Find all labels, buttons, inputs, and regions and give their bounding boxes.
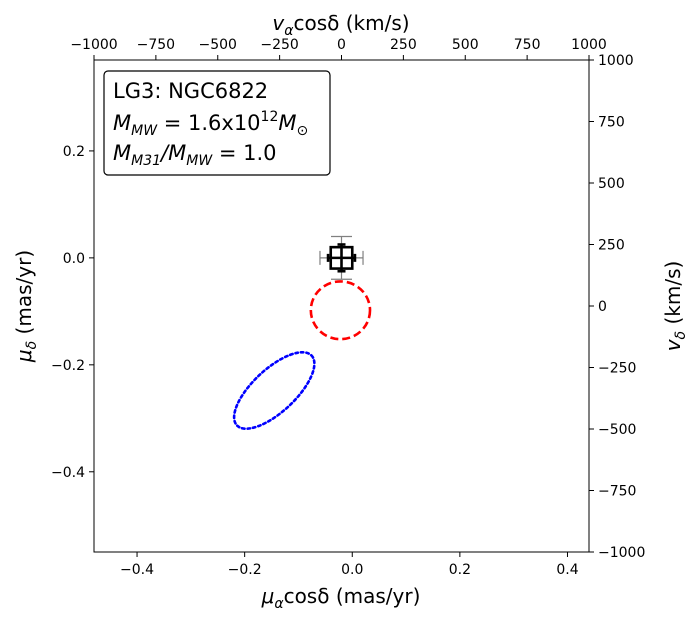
y-right-tick-label: −1000 (598, 545, 645, 561)
y-right-tick-label: −750 (598, 484, 636, 500)
y-left-tick-label: 0.0 (63, 251, 85, 267)
x-top-tick-label: −500 (199, 37, 237, 53)
x-bottom-tick-label: −0.2 (228, 562, 262, 578)
line2-msun: M (278, 111, 296, 135)
line2-mid: = 1.6x10 (157, 111, 261, 135)
x-top-tick-label: 750 (514, 37, 541, 53)
blue-dotted-ellipse (232, 350, 316, 431)
y-left-ticks: −0.4 −0.2 0.0 0.2 (51, 144, 94, 481)
y-right-tick-label: 750 (598, 115, 625, 131)
y-right-tick-label: 500 (598, 176, 625, 192)
x-bottom-tick-label: 0.0 (341, 562, 363, 578)
x-top-tick-label: 0 (337, 37, 346, 53)
x-bottom-ticks: −0.4 −0.2 0.0 0.2 0.4 (120, 552, 579, 578)
line2-m: M (113, 111, 131, 135)
y-right-tick-label: 0 (598, 299, 607, 315)
y-left-tick-label: −0.2 (51, 358, 85, 374)
line3-slash: /M (159, 141, 186, 165)
line2-exp: 12 (261, 109, 279, 125)
x-top-tick-label: 1000 (571, 37, 607, 53)
line2-sun-sub: ⊙ (297, 123, 309, 139)
line3-end: = 1.0 (212, 141, 276, 165)
annotation-line1: LG3: NGC6822 (113, 79, 268, 103)
line2-mw-sub: MW (131, 123, 158, 139)
y-left-label: μδ (mas/yr) (12, 250, 40, 363)
x-top-label: vαcosδ (km/s) (272, 11, 409, 39)
y-right-label: vδ (km/s) (661, 261, 689, 352)
y-right-tick-label: 250 (598, 238, 625, 254)
x-bottom-tick-label: 0.2 (449, 562, 471, 578)
x-top-tick-label: −1000 (70, 37, 117, 53)
x-top-tick-label: −250 (260, 37, 298, 53)
y-right-tick-label: −250 (598, 361, 636, 377)
observed-point (319, 235, 364, 280)
y-right-tick-label: −500 (598, 422, 636, 438)
annotation-line2: MMW = 1.6x1012M⊙ (113, 109, 308, 139)
y-right-ticks: −1000 −750 −500 −250 0 250 500 750 1000 (589, 53, 645, 561)
x-bottom-tick-label: −0.4 (120, 562, 154, 578)
x-bottom-label: μαcosδ (mas/yr) (261, 584, 421, 612)
y-left-tick-label: 0.2 (63, 144, 85, 160)
red-dashed-ellipse (309, 280, 372, 341)
y-left-tick-label: −0.4 (51, 465, 85, 481)
line3-m31-sub: M31 (131, 153, 161, 169)
line3-m: M (113, 141, 131, 165)
data-marks (232, 235, 372, 431)
x-top-tick-label: −750 (137, 37, 175, 53)
y-right-tick-label: 1000 (598, 53, 634, 69)
x-top-tick-label: 500 (452, 37, 479, 53)
annotation-line3: MM31/MMW = 1.0 (113, 141, 277, 169)
x-top-tick-label: 250 (390, 37, 417, 53)
x-top-ticks: −1000 −750 −500 −250 0 250 500 750 1000 (70, 37, 607, 60)
annotation-frame (103, 70, 331, 176)
annotation-box: LG3: NGC6822 MMW = 1.6x1012M⊙ MM31/MMW =… (103, 70, 331, 176)
x-bottom-tick-label: 0.4 (556, 562, 578, 578)
line3-mw-sub: MW (186, 153, 213, 169)
